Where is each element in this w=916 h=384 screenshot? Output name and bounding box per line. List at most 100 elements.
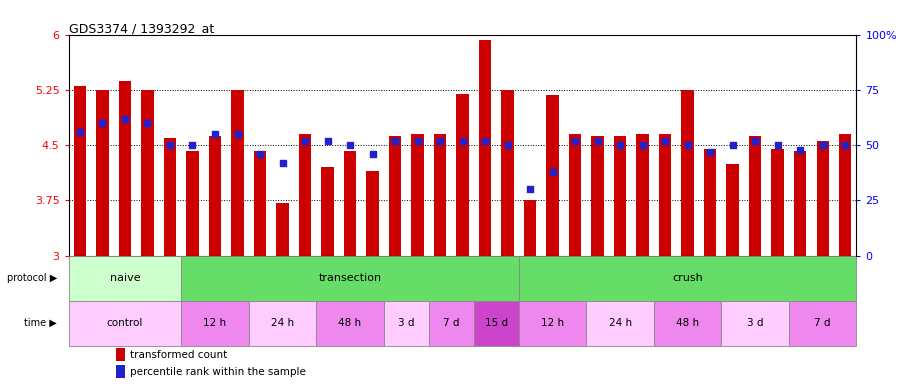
Bar xyxy=(771,149,784,256)
Text: GDS3374 / 1393292_at: GDS3374 / 1393292_at xyxy=(69,22,214,35)
Text: protocol ▶: protocol ▶ xyxy=(6,273,57,283)
Point xyxy=(681,142,695,148)
Bar xyxy=(119,81,131,256)
Bar xyxy=(254,151,267,256)
Bar xyxy=(474,301,518,346)
Point xyxy=(455,137,470,144)
Bar xyxy=(839,134,851,256)
Text: naive: naive xyxy=(110,273,140,283)
Point xyxy=(72,129,87,135)
Point xyxy=(545,169,560,175)
Point xyxy=(343,142,357,148)
Point xyxy=(478,137,493,144)
Point xyxy=(500,142,515,148)
Bar xyxy=(479,40,491,256)
Point xyxy=(230,131,245,137)
Text: percentile rank within the sample: percentile rank within the sample xyxy=(130,367,306,377)
Text: 15 d: 15 d xyxy=(485,318,507,328)
Point xyxy=(725,142,740,148)
Point xyxy=(815,142,830,148)
Bar xyxy=(456,94,469,256)
Point xyxy=(838,142,853,148)
Text: time ▶: time ▶ xyxy=(24,318,57,328)
Bar xyxy=(434,134,446,256)
Bar xyxy=(749,136,761,256)
Bar xyxy=(384,301,429,346)
Bar xyxy=(704,149,716,256)
Point xyxy=(770,142,785,148)
Bar xyxy=(586,301,654,346)
Bar xyxy=(277,203,289,256)
Bar xyxy=(789,301,856,346)
Bar xyxy=(69,256,181,301)
Bar xyxy=(116,365,125,378)
Bar xyxy=(389,136,401,256)
Text: 24 h: 24 h xyxy=(608,318,632,328)
Bar xyxy=(547,95,559,256)
Bar xyxy=(141,90,154,256)
Point xyxy=(613,142,627,148)
Point xyxy=(410,137,425,144)
Text: 7 d: 7 d xyxy=(814,318,831,328)
Point xyxy=(275,160,289,166)
Point xyxy=(208,131,223,137)
Point xyxy=(117,116,132,122)
Point xyxy=(747,137,762,144)
Point xyxy=(185,142,200,148)
Text: 24 h: 24 h xyxy=(271,318,294,328)
Bar xyxy=(69,301,181,346)
Bar xyxy=(74,86,86,256)
Text: 7 d: 7 d xyxy=(443,318,460,328)
Bar xyxy=(116,348,125,361)
Point xyxy=(523,186,538,192)
Bar xyxy=(637,134,649,256)
Bar xyxy=(524,200,536,256)
Text: 12 h: 12 h xyxy=(203,318,226,328)
Bar xyxy=(249,301,316,346)
Bar xyxy=(682,90,693,256)
Point xyxy=(793,147,808,153)
Point xyxy=(387,137,402,144)
Bar xyxy=(794,151,806,256)
Bar xyxy=(316,301,384,346)
Point xyxy=(658,137,672,144)
Point xyxy=(95,120,110,126)
Point xyxy=(432,137,447,144)
Bar xyxy=(726,164,739,256)
Text: 48 h: 48 h xyxy=(339,318,362,328)
Point xyxy=(703,149,717,155)
Text: transection: transection xyxy=(319,273,382,283)
Bar xyxy=(569,134,582,256)
Bar xyxy=(232,90,244,256)
Bar xyxy=(96,90,109,256)
Bar xyxy=(366,171,378,256)
Bar xyxy=(722,301,789,346)
Point xyxy=(253,151,267,157)
Point xyxy=(140,120,155,126)
Bar xyxy=(659,134,671,256)
Point xyxy=(365,151,380,157)
Bar xyxy=(592,136,604,256)
Bar xyxy=(299,134,311,256)
Text: 48 h: 48 h xyxy=(676,318,699,328)
Bar xyxy=(181,301,249,346)
Text: crush: crush xyxy=(672,273,703,283)
Point xyxy=(321,137,335,144)
Bar xyxy=(518,301,586,346)
Bar xyxy=(518,256,856,301)
Bar xyxy=(614,136,627,256)
Bar xyxy=(344,151,356,256)
Bar xyxy=(181,256,518,301)
Point xyxy=(163,142,178,148)
Text: 12 h: 12 h xyxy=(541,318,564,328)
Bar xyxy=(501,90,514,256)
Text: 3 d: 3 d xyxy=(398,318,415,328)
Bar xyxy=(654,301,722,346)
Bar xyxy=(209,136,221,256)
Bar xyxy=(411,134,424,256)
Bar xyxy=(816,141,829,256)
Text: 3 d: 3 d xyxy=(747,318,763,328)
Text: transformed count: transformed count xyxy=(130,349,227,359)
Bar xyxy=(164,138,176,256)
Point xyxy=(636,142,650,148)
